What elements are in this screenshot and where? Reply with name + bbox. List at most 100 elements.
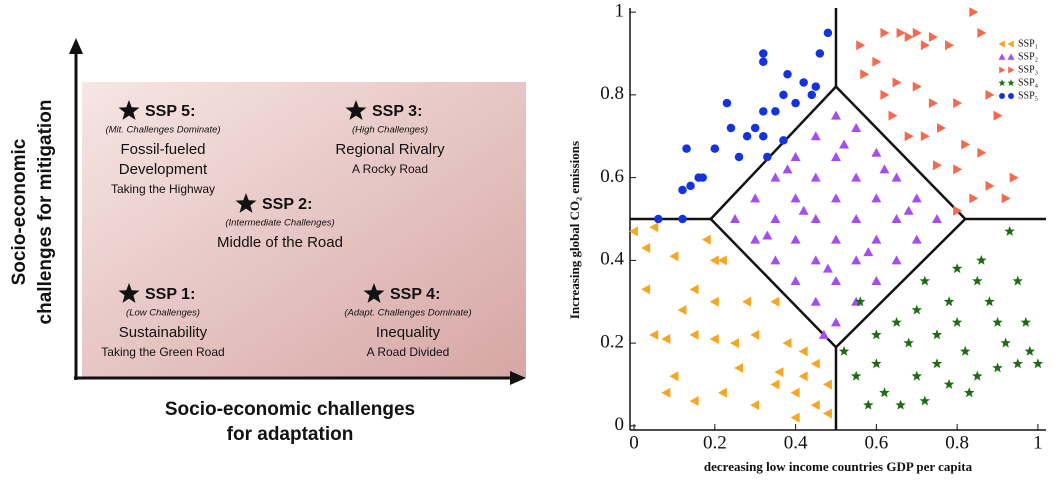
star-icon — [235, 193, 257, 213]
point — [945, 40, 955, 51]
scenario-title: SSP 3: — [372, 103, 422, 120]
y-axis-label: challenges for mitigation — [35, 100, 56, 325]
point — [964, 387, 975, 398]
y-arrowhead — [69, 38, 83, 54]
point — [851, 172, 862, 182]
scenario-tagline: A Road Divided — [367, 345, 450, 359]
point — [1007, 40, 1014, 48]
scenario-tagline: Taking the Green Road — [101, 345, 224, 359]
point — [871, 276, 882, 286]
point — [682, 144, 691, 153]
point — [678, 214, 687, 224]
scenario-name: Sustainability — [119, 324, 208, 341]
point — [1032, 358, 1044, 369]
point — [830, 193, 841, 203]
point — [960, 345, 971, 356]
point — [810, 131, 821, 141]
point — [717, 387, 727, 398]
point — [710, 144, 720, 153]
point — [851, 122, 862, 132]
point — [911, 304, 922, 315]
point — [931, 329, 943, 340]
legend-label: SSP₁ — [1018, 38, 1038, 49]
point — [830, 110, 841, 120]
point — [759, 132, 768, 141]
point — [992, 316, 1003, 327]
x-tick-label: 0.4 — [784, 432, 808, 453]
point — [750, 400, 760, 411]
point — [654, 214, 663, 224]
point — [872, 56, 882, 67]
y-tick-label: 0.4 — [600, 249, 624, 270]
x-tick-label: 1 — [1033, 432, 1043, 453]
x-arrowhead — [510, 371, 526, 385]
star-icon — [345, 100, 367, 120]
x-tick-label: 0.8 — [945, 432, 969, 453]
point — [891, 255, 902, 265]
point — [750, 123, 760, 133]
point — [734, 152, 744, 162]
scenario-tagline: A Rocky Road — [352, 162, 428, 176]
x-axis-label: for adaptation — [227, 424, 354, 445]
point — [1012, 275, 1023, 286]
point — [770, 214, 781, 223]
point — [790, 387, 800, 398]
point — [911, 234, 922, 244]
point — [822, 379, 832, 390]
scenario-note: (Mit. Challenges Dominate) — [105, 125, 220, 136]
y-tick-label: 0.6 — [600, 166, 624, 187]
x-tick-label: 0.6 — [864, 432, 888, 453]
point — [888, 110, 898, 121]
scenario-note: (Intermediate Challenges) — [225, 218, 334, 229]
point — [810, 358, 820, 369]
point — [911, 193, 922, 203]
point — [928, 98, 938, 109]
point — [871, 234, 882, 244]
scenario-title: SSP 4: — [390, 286, 440, 303]
legend-label: SSP₂ — [1018, 51, 1038, 62]
point — [863, 399, 874, 410]
point — [730, 338, 740, 349]
region-divider — [709, 218, 837, 349]
point — [903, 337, 914, 348]
region-divider — [835, 218, 967, 349]
point — [896, 27, 906, 38]
scenario-note: (Adapt. Challenges Dominate) — [344, 308, 471, 319]
point — [998, 53, 1006, 60]
point — [810, 400, 820, 411]
y-tick-label: 0.2 — [600, 331, 624, 352]
point — [969, 193, 979, 204]
scenario-name: Development — [119, 161, 208, 178]
point — [790, 412, 800, 423]
point — [951, 263, 963, 274]
point — [698, 173, 707, 182]
point — [1007, 53, 1015, 60]
scenario-name: Fossil-fueled — [120, 141, 205, 158]
point — [798, 371, 808, 382]
point — [782, 164, 793, 174]
point — [759, 49, 768, 58]
point — [709, 296, 719, 307]
point — [799, 78, 808, 87]
point — [972, 370, 983, 381]
point — [851, 214, 862, 223]
point — [931, 358, 943, 369]
point — [790, 276, 801, 286]
point — [953, 205, 963, 216]
point — [1007, 79, 1015, 87]
point — [928, 31, 938, 42]
scenario-note: (Low Challenges) — [126, 308, 200, 319]
star-icon — [363, 283, 385, 303]
point — [807, 90, 816, 100]
x-tick-label: 0 — [629, 432, 639, 453]
point — [678, 185, 687, 195]
y-tick-label: 1 — [615, 0, 625, 21]
point — [838, 345, 850, 356]
x-axis-label: Socio-economic challenges — [165, 399, 415, 420]
y-axis-label: Socio-economic — [9, 138, 30, 285]
point — [709, 333, 719, 344]
point — [880, 27, 890, 38]
point — [1000, 337, 1011, 348]
point — [641, 242, 651, 253]
point — [998, 40, 1005, 48]
